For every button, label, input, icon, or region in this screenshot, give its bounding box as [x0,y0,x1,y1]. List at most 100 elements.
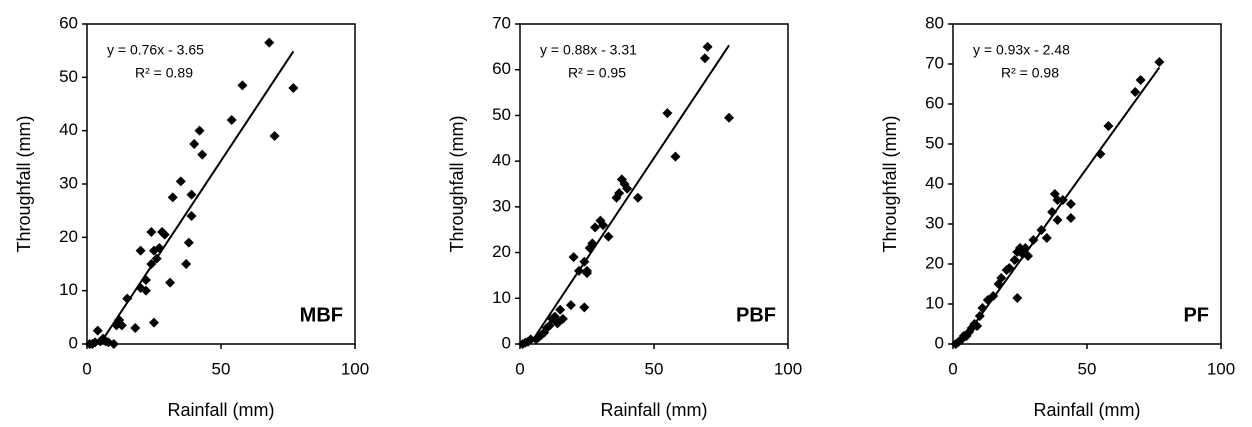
y-tick-label: 70 [492,13,511,32]
data-point [108,339,119,349]
y-tick-label: 10 [492,288,511,307]
y-tick-label: 0 [502,333,511,352]
trend-line [99,50,295,345]
panel: 0 10 20 30 40 50 60 0 50 100 Rainfall (mm) Throughf… [14,13,369,419]
x-tick-label: 100 [341,359,369,378]
data-point [972,321,983,331]
data-point [183,237,194,248]
data-point [1130,87,1141,97]
panel-label: MBF [300,304,343,326]
data-point [130,323,141,333]
y-tick-label: 10 [59,280,78,299]
data-point [288,83,299,93]
data-point [1057,195,1068,205]
data-point [525,334,536,345]
data-point [1036,225,1047,235]
r-squared: R² = 0.95 [568,65,626,81]
data-point [1020,243,1031,253]
x-tick-label: 0 [82,359,91,378]
panel: 0 10 20 30 40 50 60 70 80 0 50 100 Rainfall (mm) Thro… [880,13,1235,419]
r-squared: R² = 0.98 [1001,65,1059,81]
data-point [165,277,176,288]
equation: y = 0.76x - 3.65 [107,42,204,58]
x-tick-label: 0 [948,359,957,378]
data-point [1028,235,1039,245]
data-point [1065,213,1076,223]
equation: y = 0.88x - 3.31 [540,42,637,58]
y-axis-title: Throughfall (mm) [880,115,900,252]
data-point [702,41,713,52]
data-point [159,229,170,240]
panel: 0 10 20 30 40 50 60 70 0 50 100 Rainfall (mm) Throug… [447,13,802,419]
data-point [175,176,186,187]
data-point [662,108,673,119]
data-point [582,265,592,276]
y-tick-label: 70 [925,53,944,72]
y-tick-label: 50 [925,133,944,152]
data-point [598,220,609,231]
y-tick-label: 20 [59,227,78,246]
x-axis-title: Rainfall (mm) [1033,400,1140,420]
data-point [590,222,601,233]
data-point [1065,199,1076,209]
y-tick-label: 20 [925,253,944,272]
data-point [724,112,735,123]
data-point [1052,215,1063,225]
data-point [1012,293,1023,303]
data-point [181,259,192,269]
data-point [226,115,237,125]
y-tick-label: 20 [492,242,511,261]
y-axis-title: Throughfall (mm) [14,115,34,252]
data-point [555,304,566,315]
r-squared: R² = 0.89 [135,65,193,81]
data-point [167,192,178,203]
data-point [135,245,146,256]
data-point [996,273,1007,283]
y-tick-label: 30 [59,173,78,192]
data-point [154,243,165,253]
data-point [1052,195,1063,205]
data-point [149,317,159,328]
data-point [614,188,625,199]
data-point [632,192,643,203]
y-tick-label: 0 [69,333,78,352]
plot-frame [519,23,789,345]
panel-label: PBF [736,304,776,326]
y-tick-label: 0 [935,333,944,352]
data-point [579,256,590,267]
data-point [186,189,197,200]
data-point [568,252,579,263]
x-axis-title: Rainfall (mm) [167,400,274,420]
y-tick-label: 50 [492,105,511,124]
data-point [699,53,710,64]
data-point [197,149,208,160]
x-tick-label: 100 [1207,359,1235,378]
data-point [264,37,275,48]
data-point [988,291,999,301]
data-point [565,300,576,311]
x-tick-label: 100 [774,359,802,378]
equation: y = 0.93x - 2.48 [973,42,1070,58]
data-point [140,285,151,296]
y-axis-title: Throughfall (mm) [447,115,467,252]
data-point [622,183,633,194]
data-point [1017,249,1028,259]
y-tick-label: 50 [59,67,78,86]
x-tick-label: 0 [515,359,524,378]
data-point [1023,251,1034,261]
data-point [151,253,162,264]
data-point [1095,149,1106,159]
y-tick-label: 40 [492,151,511,170]
data-point [92,325,103,336]
data-point [122,293,133,304]
data-point [557,313,568,324]
data-point [1047,207,1058,217]
data-point [189,139,200,149]
data-point [603,231,614,242]
data-point [146,227,157,237]
data-point [116,320,127,331]
x-tick-label: 50 [212,359,231,378]
x-axis-title: Rainfall (mm) [600,400,707,420]
y-tick-label: 80 [925,13,944,32]
